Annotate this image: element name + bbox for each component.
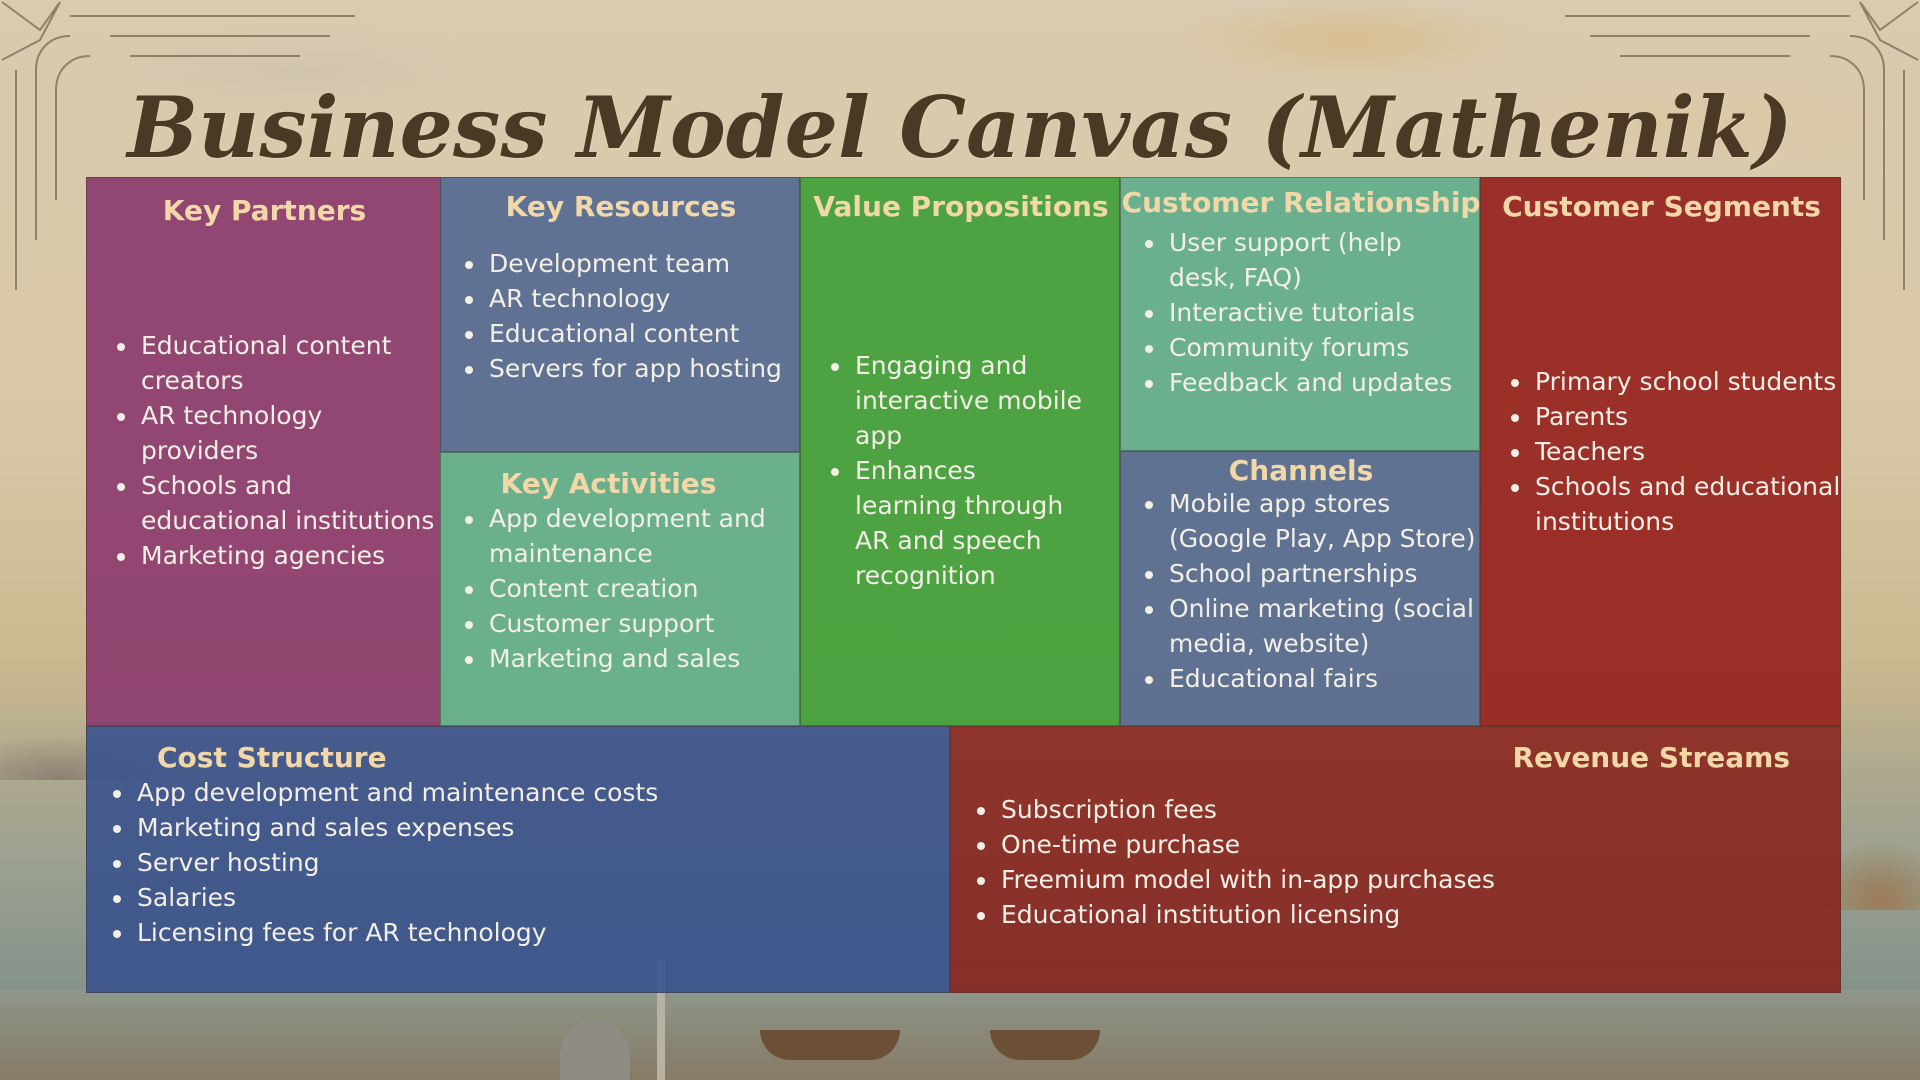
customer-relationship-list: User support (help desk, FAQ) Interactiv…	[1121, 225, 1467, 400]
channels-list: Mobile app stores (Google Play, App Stor…	[1121, 486, 1477, 696]
customer-segments-block: Customer Segments Primary school student…	[1480, 177, 1841, 726]
list-item: Primary school students	[1533, 364, 1843, 399]
list-item: Marketing and sales expenses	[135, 810, 915, 845]
list-item: AR technology	[487, 281, 787, 316]
ship-illustration	[760, 1030, 900, 1060]
value-propositions-block: Value Propositions Engaging and interact…	[800, 177, 1120, 726]
list-item: AR technology providers	[139, 398, 439, 468]
key-resources-list: Development team AR technology Education…	[441, 246, 787, 386]
list-item: Schools and educational institutions	[1533, 469, 1843, 539]
key-activities-heading: Key Activities	[500, 467, 717, 500]
list-item: Feedback and updates	[1167, 365, 1467, 400]
customer-segments-list: Primary school students Parents Teachers…	[1481, 364, 1843, 539]
channels-block: Channels Mobile app stores (Google Play,…	[1120, 451, 1480, 726]
page-title: Business Model Canvas (Mathenik)	[127, 78, 1793, 177]
customer-relationship-block: Customer Relationship User support (help…	[1120, 177, 1480, 451]
revenue-streams-block: Revenue Streams Subscription fees One-ti…	[950, 726, 1841, 993]
key-partners-heading: Key Partners	[162, 194, 367, 227]
list-item: Marketing agencies	[139, 538, 439, 573]
customer-relationship-heading: Customer Relationship	[1121, 186, 1481, 219]
list-item: Community forums	[1167, 330, 1467, 365]
revenue-streams-list: Subscription fees One-time purchase Free…	[951, 792, 1799, 932]
mosque-dome-illustration	[560, 1020, 630, 1080]
list-item: Marketing and sales	[487, 641, 787, 676]
list-item: School partnerships	[1167, 556, 1477, 591]
key-resources-heading: Key Resources	[505, 190, 737, 223]
list-item: Subscription fees	[999, 792, 1799, 827]
list-item: Educational content	[487, 316, 787, 351]
cost-structure-list: App development and maintenance costs Ma…	[87, 775, 915, 950]
list-item: Interactive tutorials	[1167, 295, 1467, 330]
list-item: Server hosting	[135, 845, 915, 880]
customer-segments-heading: Customer Segments	[1502, 190, 1821, 223]
list-item: Teachers	[1533, 434, 1843, 469]
key-resources-block: Key Resources Development team AR techno…	[440, 177, 800, 452]
cost-structure-block: Cost Structure App development and maint…	[86, 726, 950, 993]
ship-illustration	[990, 1030, 1100, 1060]
key-partners-block: Key Partners Educational content creator…	[86, 177, 441, 726]
value-propositions-list: Engaging and interactive mobile app Enha…	[801, 348, 1083, 593]
list-item: Educational content creators	[139, 328, 439, 398]
list-item: Enhances learning through AR and speech …	[853, 453, 1083, 593]
list-item: Salaries	[135, 880, 915, 915]
list-item: App development and maintenance costs	[135, 775, 915, 810]
list-item: Licensing fees for AR technology	[135, 915, 915, 950]
list-item: Schools and educational institutions	[139, 468, 439, 538]
list-item: Development team	[487, 246, 787, 281]
list-item: User support (help desk, FAQ)	[1167, 225, 1467, 295]
list-item: Servers for app hosting	[487, 351, 787, 386]
background-harbor	[0, 990, 1920, 1080]
list-item: One-time purchase	[999, 827, 1799, 862]
revenue-streams-heading: Revenue Streams	[1512, 741, 1790, 774]
minaret-illustration	[657, 960, 665, 1080]
key-activities-list: App development and maintenance Content …	[441, 501, 787, 676]
channels-heading: Channels	[1228, 454, 1374, 487]
list-item: Mobile app stores (Google Play, App Stor…	[1167, 486, 1477, 556]
list-item: Online marketing (social media, website)	[1167, 591, 1477, 661]
list-item: App development and maintenance	[487, 501, 787, 571]
list-item: Freemium model with in-app purchases	[999, 862, 1799, 897]
list-item: Educational fairs	[1167, 661, 1477, 696]
key-partners-list: Educational content creators AR technolo…	[87, 328, 439, 573]
cost-structure-heading: Cost Structure	[157, 741, 387, 774]
key-activities-block: Key Activities App development and maint…	[440, 452, 800, 726]
value-propositions-heading: Value Propositions	[813, 190, 1109, 223]
list-item: Educational institution licensing	[999, 897, 1799, 932]
list-item: Engaging and interactive mobile app	[853, 348, 1083, 453]
list-item: Customer support	[487, 606, 787, 641]
list-item: Content creation	[487, 571, 787, 606]
list-item: Parents	[1533, 399, 1843, 434]
